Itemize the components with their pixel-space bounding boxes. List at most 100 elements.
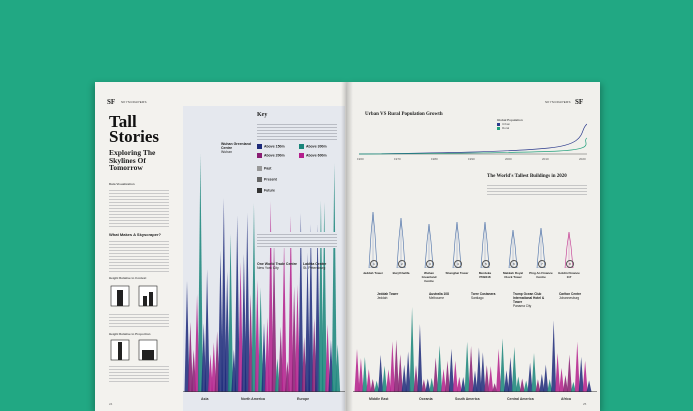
building-name: Merdeka PNB118 — [478, 271, 492, 279]
magazine-spread: SF SKYSCRAPERS Tall Stories Exploring Th… — [95, 82, 600, 411]
building-spike — [413, 365, 419, 392]
building-spike — [543, 364, 549, 392]
building-spike — [405, 351, 411, 392]
building-spike — [358, 358, 364, 392]
region-annotation: Australia 108 Melbourne — [429, 292, 449, 300]
building-spike — [488, 366, 494, 392]
context-diagram — [110, 285, 158, 307]
byline: Data Visualization — [109, 182, 135, 186]
region-europe: Europe — [297, 397, 310, 401]
building-spike — [547, 379, 553, 392]
building-spike — [551, 320, 557, 392]
building-rank: 7 — [538, 260, 546, 268]
building-spike — [298, 213, 304, 392]
section-label: SKYSCRAPERS — [121, 100, 147, 104]
building-name: Burj Khalifa — [392, 271, 410, 275]
building-spike — [241, 253, 247, 392]
building-spike — [184, 280, 190, 392]
key-heading: Key — [257, 112, 268, 118]
tallest-description — [487, 183, 587, 195]
sidebar-heading: What Makes A Skyscraper? — [109, 232, 161, 237]
section-label-right: SKYSCRAPERS — [545, 100, 571, 104]
building-spike — [261, 323, 267, 392]
building-name: Shanghai Tower — [445, 271, 469, 275]
growth-legend: Global Population Urban Rural — [497, 118, 523, 130]
building-spike — [221, 198, 227, 392]
building-spike — [535, 379, 541, 392]
building-spike — [271, 238, 277, 392]
status-present: Present — [257, 177, 341, 182]
building-name: Ping An Finance Centre — [529, 271, 553, 279]
building-spike — [511, 346, 517, 392]
building-illustration — [396, 217, 406, 268]
building-spike — [228, 233, 234, 392]
building-spike — [468, 346, 474, 392]
height-label-2: Height Relative to Proportion — [109, 332, 151, 336]
book-spine — [341, 82, 353, 411]
key-item: Above 200m — [257, 153, 299, 158]
building-name: Jeddah Tower — [363, 271, 383, 275]
building-spike — [448, 348, 454, 392]
building-spike — [555, 353, 561, 392]
key-item: Above 150m — [257, 144, 299, 149]
brand-logo-right: SF — [575, 98, 584, 106]
status-future: Future — [257, 188, 341, 193]
annotation-wuhan: Wuhan Greenland Centre Wuhan — [221, 142, 251, 154]
right-page: SKYSCRAPERS SF Urban VS Rural Population… — [347, 82, 600, 411]
building-illustration — [368, 212, 378, 268]
growth-year-label: 2000 — [505, 157, 512, 161]
article-title: Tall Stories — [109, 112, 160, 146]
building-spike — [472, 370, 478, 392]
building-spike — [456, 376, 462, 392]
building-rank: 4 — [454, 260, 462, 268]
building-spike — [385, 369, 391, 392]
building-spike — [397, 354, 403, 392]
region-oceania: Oceania — [419, 397, 433, 401]
key-item: Above 600m — [299, 153, 341, 158]
building-spike — [268, 201, 274, 392]
building-spike — [401, 364, 407, 392]
building-spike — [417, 323, 423, 392]
height-label-1: Height Relative to Context — [109, 276, 147, 280]
region-central-america: Central America — [507, 397, 534, 401]
key-description — [257, 122, 337, 140]
status-past: Past — [257, 166, 341, 171]
building-spike — [374, 380, 380, 392]
building-spike — [234, 215, 240, 392]
building-spike — [452, 360, 458, 392]
chart-note — [257, 232, 337, 248]
building-spike — [503, 370, 509, 392]
region-africa: Africa — [561, 397, 571, 401]
building-spike — [318, 200, 324, 392]
building-rank: 6 — [510, 260, 518, 268]
building-spike — [331, 163, 337, 392]
building-spike — [238, 262, 244, 392]
population-growth-chart — [359, 123, 587, 155]
proportion-paragraph — [109, 364, 169, 384]
context-paragraph — [109, 312, 169, 328]
building-spike — [197, 153, 203, 392]
building-spike — [382, 365, 388, 392]
building-spike — [429, 377, 435, 392]
building-spike — [325, 324, 331, 392]
building-outline — [424, 223, 434, 268]
proportion-diagram — [110, 339, 158, 361]
building-spike — [570, 381, 576, 392]
page-number-left: 24 — [109, 402, 113, 406]
building-spike — [217, 250, 223, 392]
growth-year-label: 1980 — [431, 157, 438, 161]
building-outline — [368, 212, 378, 268]
building-rank: 2 — [398, 260, 406, 268]
building-spike — [224, 271, 230, 392]
building-spike — [288, 215, 294, 392]
building-outline — [564, 231, 574, 268]
page-number-right: 25 — [583, 402, 587, 406]
building-outline — [508, 229, 518, 268]
building-spike — [578, 357, 584, 392]
key-item: Above 300m — [299, 144, 341, 149]
building-spike — [393, 339, 399, 392]
building-spike — [207, 354, 213, 392]
building-spike — [254, 280, 260, 392]
skyscraper-spike-chart-left — [183, 153, 345, 392]
building-spike — [321, 202, 327, 392]
